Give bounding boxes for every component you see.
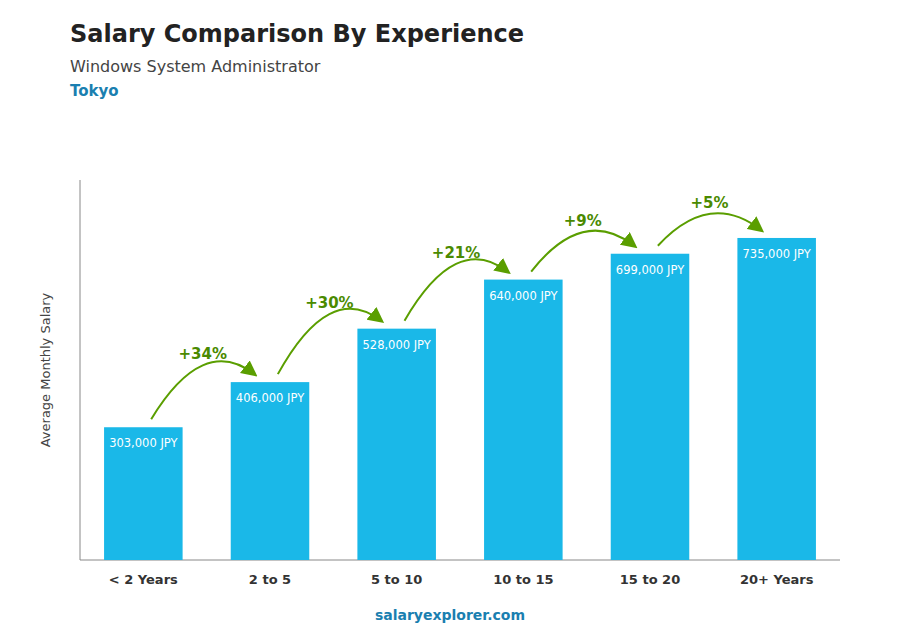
bar: [737, 238, 816, 560]
x-tick-label: < 2 Years: [109, 572, 178, 587]
change-arrow: [151, 361, 254, 419]
change-arrow: [531, 231, 634, 272]
y-axis-label: Average Monthly Salary: [38, 292, 53, 447]
footer: salaryexplorer.com: [375, 607, 525, 623]
bar: [104, 427, 183, 560]
annotation: +34%: [178, 345, 226, 363]
title: Salary Comparison By Experience: [70, 20, 524, 48]
data-label: 528,000 JPY: [363, 338, 432, 352]
subtitle: Windows System Administrator: [70, 57, 321, 76]
bar: [357, 329, 436, 560]
x-tick-label: 15 to 20: [620, 572, 680, 587]
data-label: 640,000 JPY: [489, 289, 558, 303]
x-tick-label: 5 to 10: [371, 572, 422, 587]
chart: Salary Comparison By Experience Windows S…: [0, 0, 900, 641]
data-label: 699,000 JPY: [616, 263, 685, 277]
subtitle: Tokyo: [70, 82, 119, 100]
bar: [231, 382, 310, 560]
annotation: +21%: [432, 244, 480, 262]
data-label: 406,000 JPY: [236, 391, 305, 405]
annotation: +30%: [305, 294, 353, 312]
change-arrow: [405, 259, 508, 320]
data-label: 303,000 JPY: [109, 436, 178, 450]
bar: [484, 280, 563, 560]
bar: [611, 254, 690, 560]
change-arrow: [278, 309, 381, 374]
change-arrow: [658, 213, 761, 245]
x-tick-label: 2 to 5: [249, 572, 291, 587]
data-label: 735,000 JPY: [743, 247, 812, 261]
annotations: +34% +30% +21% +9% +5%: [151, 194, 761, 419]
x-tick-label: 10 to 15: [493, 572, 553, 587]
x-axis-line: [80, 560, 840, 561]
annotation: +5%: [690, 194, 728, 212]
x-tick-label: 20+ Years: [740, 572, 814, 587]
bars: [104, 238, 816, 560]
y-axis-line: [80, 180, 81, 560]
annotation: +9%: [564, 212, 602, 230]
